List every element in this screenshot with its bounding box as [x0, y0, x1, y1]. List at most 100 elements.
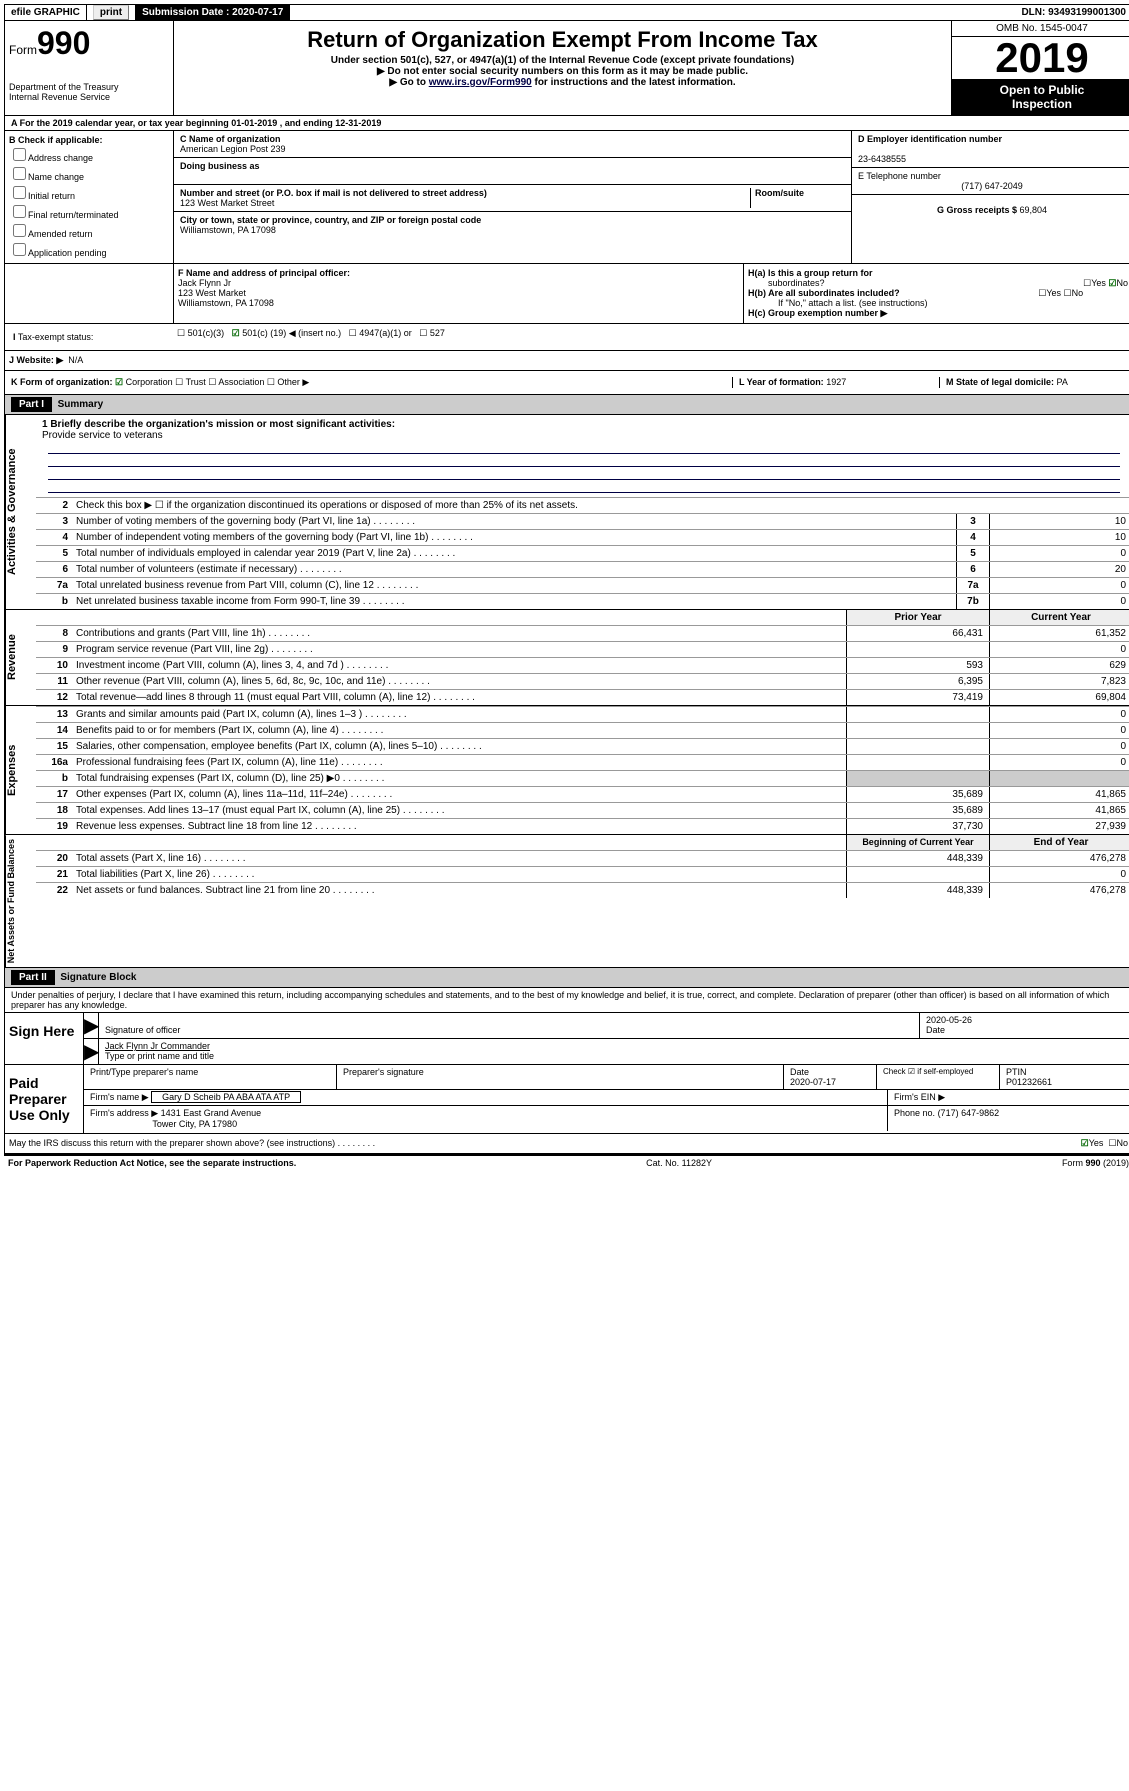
summary-line: bNet unrelated business taxable income f… [36, 593, 1129, 609]
paid-preparer-label: Paid Preparer Use Only [5, 1065, 84, 1133]
part2-hdr: Part II [11, 970, 55, 985]
summary-line: 7aTotal unrelated business revenue from … [36, 577, 1129, 593]
discuss-row: May the IRS discuss this return with the… [4, 1134, 1129, 1154]
summary-line: 12Total revenue—add lines 8 through 11 (… [36, 689, 1129, 705]
summary-line: bTotal fundraising expenses (Part IX, co… [36, 770, 1129, 786]
efile-label: efile GRAPHIC [5, 5, 87, 20]
irs-label: Internal Revenue Service [9, 92, 169, 102]
tax-year: 2019 [952, 37, 1129, 79]
org-name: American Legion Post 239 [180, 144, 286, 154]
subtitle-2: Do not enter social security numbers on … [178, 66, 947, 77]
line2: Check this box ▶ ☐ if the organization d… [72, 498, 1129, 513]
paid-preparer-block: Paid Preparer Use Only Print/Type prepar… [4, 1065, 1129, 1134]
hb-yes: Yes [1046, 288, 1061, 298]
summary-line: 6Total number of volunteers (estimate if… [36, 561, 1129, 577]
form990-link[interactable]: www.irs.gov/Form990 [429, 77, 532, 88]
sig-arrow-icon-2: ▶ [84, 1039, 99, 1064]
tab-expenses: Expenses [5, 706, 36, 834]
officer-name: Jack Flynn Jr [178, 278, 231, 288]
bcy-hdr: Beginning of Current Year [846, 835, 989, 850]
addr-value: 123 West Market Street [180, 198, 274, 208]
dln-label: DLN: [1021, 7, 1045, 18]
taxexempt-label: Tax-exempt status: [18, 332, 94, 342]
goto-prefix: Go to [400, 77, 429, 88]
hc-label: H(c) Group exemption number ▶ [748, 308, 887, 318]
opt-501c-num: 19 [273, 328, 283, 338]
summary-line: 9Program service revenue (Part VIII, lin… [36, 641, 1129, 657]
ha-sub: subordinates? [768, 278, 825, 288]
firm-addr-label: Firm's address ▶ [90, 1108, 158, 1118]
ha-no: No [1116, 278, 1128, 288]
opt-corp: Corporation [126, 377, 173, 387]
ptin-label: PTIN [1006, 1067, 1027, 1077]
dln-value: 93493199001300 [1048, 7, 1126, 18]
footer-left: For Paperwork Reduction Act Notice, see … [8, 1158, 296, 1168]
sign-here-block: Sign Here ▶ Signature of officer 2020-05… [4, 1013, 1129, 1065]
b-header: B Check if applicable: [9, 135, 103, 145]
sig-arrow-icon: ▶ [84, 1013, 99, 1038]
website-label: J Website: ▶ [9, 355, 63, 366]
opt-trust: Trust [186, 377, 206, 387]
summary-line: 19Revenue less expenses. Subtract line 1… [36, 818, 1129, 834]
tab-revenue: Revenue [5, 610, 36, 705]
summary-line: 13Grants and similar amounts paid (Part … [36, 706, 1129, 722]
col-c-orginfo: C Name of organization American Legion P… [174, 131, 851, 263]
footer-right: Form 990 (2019) [1062, 1158, 1129, 1168]
discuss-yes: Yes [1089, 1138, 1104, 1148]
pp-date-label: Date [790, 1067, 809, 1077]
chk-initial-return[interactable]: Initial return [9, 183, 169, 202]
summary-line: 22Net assets or fund balances. Subtract … [36, 882, 1129, 898]
chk-app-pending[interactable]: Application pending [9, 240, 169, 259]
firm-phone-label: Phone no. [894, 1108, 935, 1118]
hb-no: No [1072, 288, 1084, 298]
summary-line: 11Other revenue (Part VIII, column (A), … [36, 673, 1129, 689]
section-fhi: F Name and address of principal officer:… [4, 264, 1129, 324]
opt-501c3: 501(c)(3) [188, 328, 225, 338]
opt-501c-a: 501(c) ( [242, 328, 273, 338]
ptin-value: P01232661 [1006, 1077, 1052, 1087]
year-formation-label: L Year of formation: [739, 377, 824, 387]
room-label: Room/suite [755, 188, 804, 198]
chk-name-change[interactable]: Name change [9, 164, 169, 183]
row-klm: K Form of organization: ☑ Corporation ☐ … [4, 371, 1129, 395]
part1-hdr: Part I [11, 397, 52, 412]
pp-name-label: Print/Type preparer's name [90, 1067, 198, 1077]
year-formation-value: 1927 [826, 377, 846, 387]
page-footer: For Paperwork Reduction Act Notice, see … [4, 1154, 1129, 1170]
chk-amended[interactable]: Amended return [9, 221, 169, 240]
firm-addr1: 1431 East Grand Avenue [161, 1108, 261, 1118]
form-number: 990 [37, 25, 90, 61]
chk-address-change[interactable]: Address change [9, 145, 169, 164]
form-header: Form990 Department of the Treasury Inter… [4, 21, 1129, 116]
summary-line: 3Number of voting members of the governi… [36, 513, 1129, 529]
state-domicile-label: M State of legal domicile: [946, 377, 1054, 387]
print-button[interactable]: print [93, 5, 129, 20]
tab-governance: Activities & Governance [5, 415, 36, 609]
summary-line: 14Benefits paid to or for members (Part … [36, 722, 1129, 738]
part1-title: Summary [58, 399, 104, 410]
discuss-label: May the IRS discuss this return with the… [9, 1138, 375, 1149]
firm-name: Gary D Scheib PA ABA ATA ATP [151, 1091, 301, 1103]
chk-final-return[interactable]: Final return/terminated [9, 202, 169, 221]
section-bcdeg: B Check if applicable: Address change Na… [4, 131, 1129, 264]
firm-ein-label: Firm's EIN ▶ [888, 1090, 1129, 1105]
footer-mid: Cat. No. 11282Y [646, 1158, 712, 1168]
officer-printed-name: Jack Flynn Jr Commander [105, 1041, 210, 1051]
open-public-2: Inspection [1012, 97, 1072, 111]
pp-sig-label: Preparer's signature [343, 1067, 424, 1077]
gross-receipts-label: G Gross receipts $ [937, 205, 1017, 215]
summary-line: 10Investment income (Part VIII, column (… [36, 657, 1129, 673]
opt-assoc: Association [218, 377, 264, 387]
summary-line: 18Total expenses. Add lines 13–17 (must … [36, 802, 1129, 818]
form-label: Form [9, 43, 37, 57]
summary-line: 16aProfessional fundraising fees (Part I… [36, 754, 1129, 770]
subtitle-1: Under section 501(c), 527, or 4947(a)(1)… [178, 55, 947, 66]
ey-hdr: End of Year [989, 835, 1129, 850]
addr-label: Number and street (or P.O. box if mail i… [180, 188, 487, 198]
formorg-label: K Form of organization: [11, 377, 113, 387]
ha-label: H(a) Is this a group return for [748, 268, 873, 278]
open-public-1: Open to Public [1000, 83, 1085, 97]
phone-value: (717) 647-2049 [858, 181, 1126, 191]
summary-line: 4Number of independent voting members of… [36, 529, 1129, 545]
part2-title: Signature Block [60, 972, 136, 983]
